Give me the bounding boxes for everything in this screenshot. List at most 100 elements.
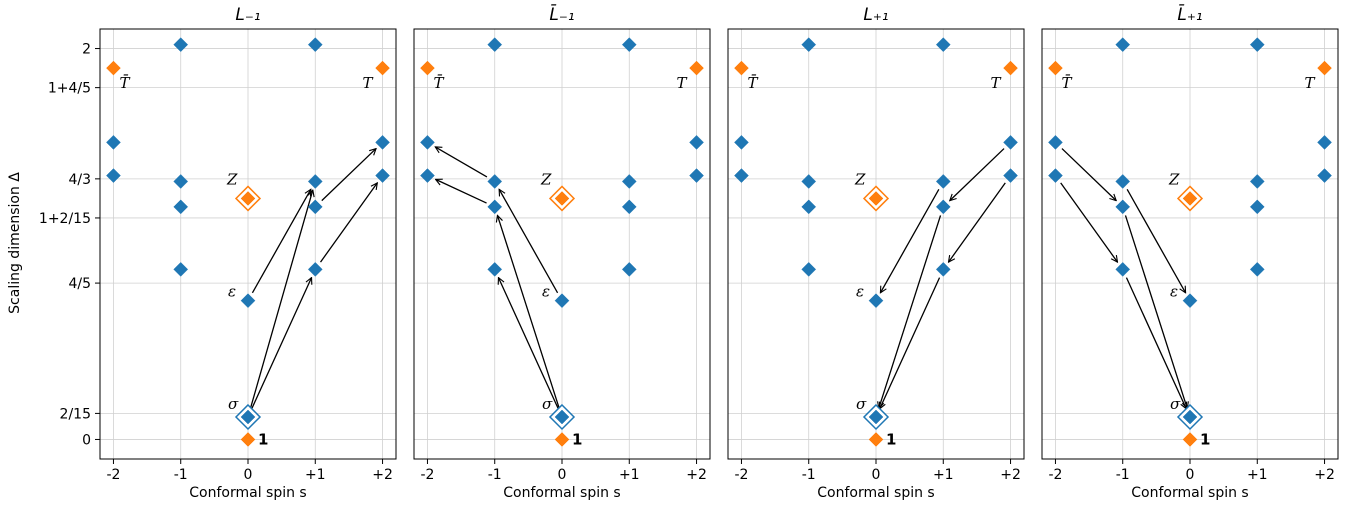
- panel-1: -2 -1 0 +1 +2 0 2/15 4/5 1+2/15 4/3 1+4/5 2 Conforma…: [39, 5, 397, 501]
- x-tick-label: -1: [174, 467, 188, 483]
- y-axis-label: Scaling dimension Δ: [7, 172, 23, 314]
- point-label: Z: [1168, 170, 1180, 188]
- diamond-point: [307, 262, 323, 277]
- x-tick-label: 0: [872, 467, 881, 483]
- diamond-point: [1249, 174, 1265, 189]
- panel-title: L₋₁: [235, 5, 260, 25]
- diamond-point: [1115, 199, 1131, 215]
- diamond-point: [689, 60, 704, 76]
- transition-arrow: [950, 148, 1005, 201]
- diamond-point: [734, 135, 749, 150]
- diamond-point: [1048, 60, 1063, 76]
- diamond-point: [173, 262, 189, 277]
- point-label: ε: [228, 283, 236, 301]
- y-tick-label: 1+2/15: [39, 211, 91, 227]
- x-axis-label: Conformal spin s: [503, 485, 620, 501]
- point-label: T̄: [119, 74, 130, 92]
- transition-arrow: [879, 215, 942, 408]
- diamond-point: [935, 199, 951, 215]
- point-label: T̄: [747, 74, 758, 92]
- x-tick-label: -2: [1048, 467, 1062, 483]
- panel-title: L̄₊₁: [1177, 3, 1202, 25]
- diamond-point: [1003, 60, 1018, 76]
- transition-arrow: [321, 149, 376, 202]
- x-tick-label: +2: [1000, 467, 1021, 483]
- transition-arrow: [497, 215, 560, 409]
- diamond-point: [801, 199, 817, 215]
- diamond-point: [801, 262, 817, 277]
- point-label: σ: [856, 395, 867, 413]
- diamond-point: [689, 135, 704, 150]
- transition-arrow: [249, 190, 312, 409]
- transition-arrow: [499, 189, 559, 294]
- diamond-point: [868, 293, 884, 309]
- x-tick-label: +1: [1247, 467, 1268, 483]
- x-tick-label: +1: [619, 467, 640, 483]
- point-label: Z: [226, 170, 238, 188]
- x-axis-label: Conformal spin s: [1131, 485, 1248, 501]
- diamond-point: [375, 135, 390, 150]
- diamond-point: [106, 60, 121, 76]
- diamond-point: [420, 60, 435, 76]
- point-label: T̄: [1061, 74, 1072, 92]
- diamond-point: [420, 135, 435, 150]
- diamond-point: [621, 262, 637, 277]
- diamond-point: [1182, 293, 1198, 309]
- x-tick-label: 0: [244, 467, 253, 483]
- diamond-point: [868, 409, 884, 425]
- diamond-point: [734, 60, 749, 76]
- diamond-point: [1003, 135, 1018, 150]
- x-tick-label: 0: [1186, 467, 1195, 483]
- y-tick-label: 4/3: [68, 172, 91, 188]
- diamond-point: [487, 37, 503, 52]
- panel-title: L̄₋₁: [549, 3, 574, 25]
- diamond-point: [1003, 168, 1018, 183]
- diamond-point: [1317, 60, 1332, 76]
- diamond-point: [554, 293, 570, 309]
- x-tick-label: -1: [488, 467, 502, 483]
- diamond-point: [375, 60, 390, 76]
- y-tick-label: 2/15: [60, 406, 91, 422]
- diamond-point: [307, 199, 323, 215]
- point-label: σ: [1170, 395, 1181, 413]
- transition-arrow: [251, 189, 310, 294]
- transition-arrow: [251, 278, 312, 410]
- diamond-point: [106, 168, 121, 183]
- y-tick-label: 0: [82, 432, 91, 448]
- diamond-point: [1115, 262, 1131, 277]
- diamond-point: [240, 293, 256, 309]
- point-label: 1: [1200, 430, 1210, 448]
- diamond-point: [935, 37, 951, 52]
- diamond-point: [1182, 191, 1198, 206]
- diamond-point: [1249, 262, 1265, 277]
- panel-3: -2 -1 0 +1 +2 Conformal spin s L₊₁ T̄ T Zε σ 1: [727, 5, 1025, 501]
- diamond-point: [240, 409, 256, 425]
- transition-arrow: [1060, 182, 1118, 262]
- diamond-point: [487, 199, 503, 215]
- x-tick-label: -2: [420, 467, 434, 483]
- x-tick-label: +2: [1314, 467, 1335, 483]
- diamond-point: [173, 174, 189, 189]
- x-tick-label: +1: [933, 467, 954, 483]
- diamond-point: [1115, 174, 1131, 189]
- diamond-point: [106, 135, 121, 150]
- y-tick-label: 4/5: [68, 276, 91, 292]
- diamond-point: [868, 191, 884, 206]
- diamond-point: [487, 174, 503, 189]
- diamond-point: [801, 174, 817, 189]
- point-label: 1: [886, 430, 896, 448]
- diamond-point: [801, 37, 817, 52]
- diamond-point: [307, 174, 323, 189]
- diamond-point: [1317, 135, 1332, 150]
- diamond-point: [420, 168, 435, 183]
- diamond-point: [240, 191, 256, 206]
- diamond-point: [935, 174, 951, 189]
- diamond-point: [689, 168, 704, 183]
- x-tick-label: -2: [734, 467, 748, 483]
- point-label: ε: [1170, 283, 1178, 301]
- point-label: T̄: [433, 74, 444, 92]
- x-tick-label: -1: [802, 467, 816, 483]
- diamond-point: [375, 168, 390, 183]
- x-tick-label: +2: [686, 467, 707, 483]
